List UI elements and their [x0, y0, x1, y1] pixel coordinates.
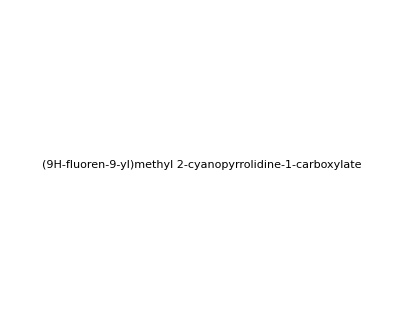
Text: (9H-fluoren-9-yl)methyl 2-cyanopyrrolidine-1-carboxylate: (9H-fluoren-9-yl)methyl 2-cyanopyrrolidi…: [42, 160, 362, 169]
